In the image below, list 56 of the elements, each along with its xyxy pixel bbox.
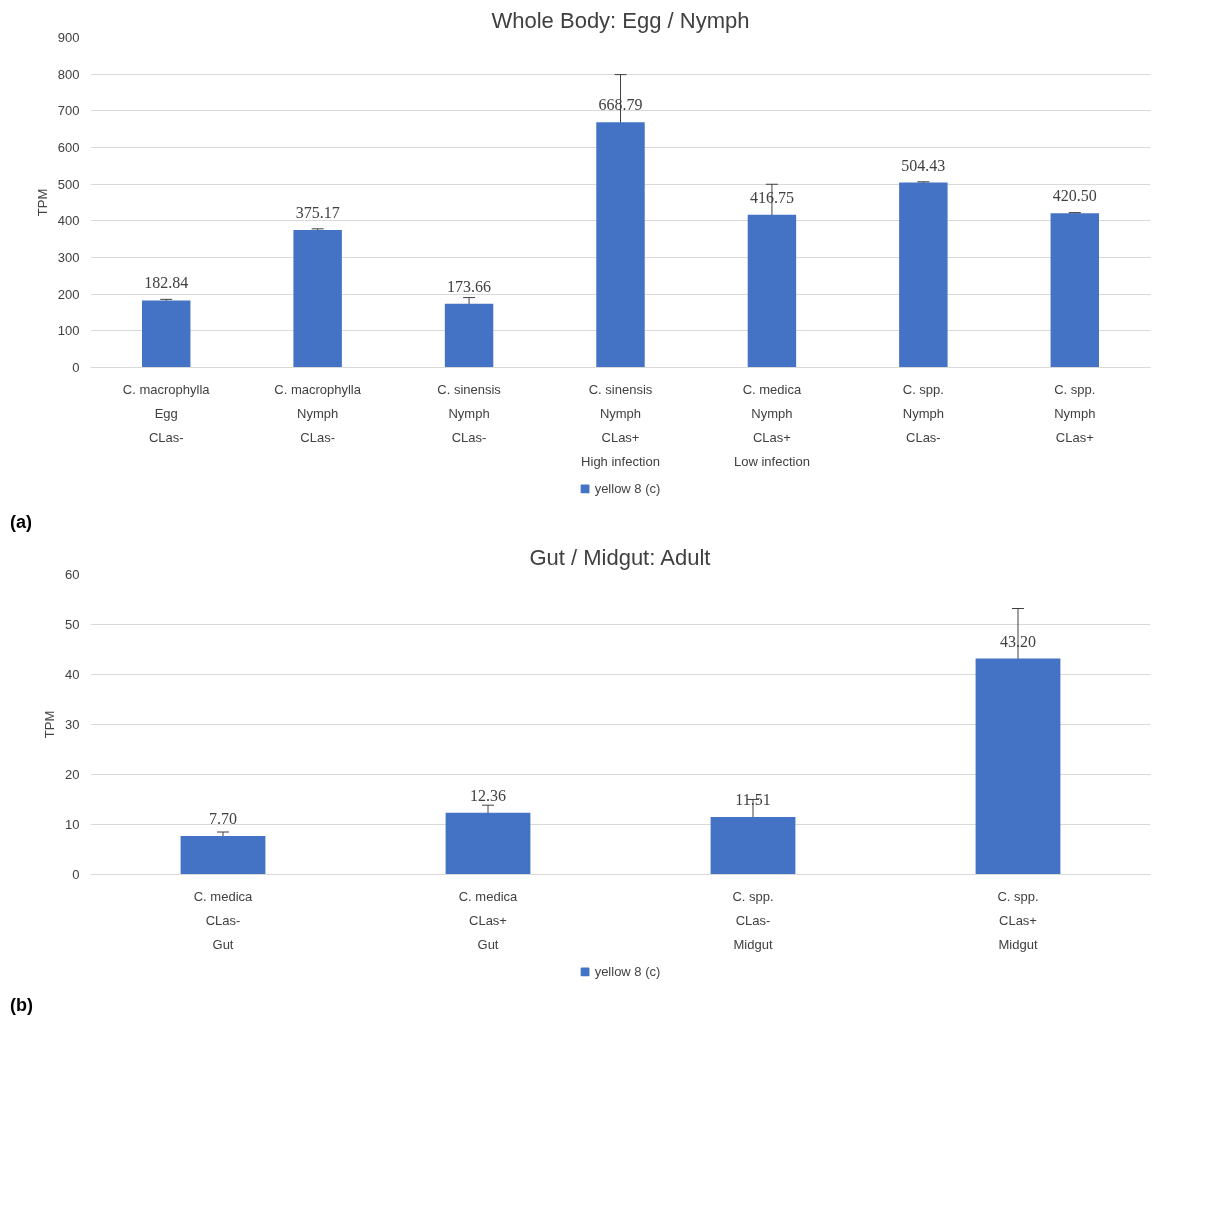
legend-label: yellow 8 (c) <box>594 963 661 979</box>
bar <box>445 812 531 875</box>
data-label: 7.70 <box>209 810 237 827</box>
y-tick-label: 50 <box>65 617 80 632</box>
category-label: C. medica CLas- Gut <box>193 888 253 952</box>
y-axis-title: TPM <box>42 710 58 739</box>
y-tick-label: 700 <box>57 103 80 119</box>
data-label: 504.43 <box>901 156 946 174</box>
category-label: C. medica CLas+ Gut <box>458 888 518 952</box>
data-label: 43.20 <box>1000 632 1036 650</box>
y-tick-label: 900 <box>57 30 80 45</box>
data-label: 182.84 <box>144 274 189 292</box>
bar <box>975 658 1061 875</box>
category-label: C. macrophylla Egg CLas- <box>122 381 210 445</box>
chart-title: Whole Body: Egg / Nymph <box>491 7 750 33</box>
data-label: 11.51 <box>735 790 771 808</box>
category-label: C. sinensis Nymph CLas- <box>437 381 501 445</box>
y-tick-label: 200 <box>57 286 80 302</box>
text: (b) <box>10 994 33 1017</box>
data-label: 173.66 <box>447 277 492 295</box>
bar <box>180 836 266 875</box>
y-tick-label: 0 <box>72 867 80 882</box>
bar <box>1050 213 1100 368</box>
y-tick-label: 30 <box>65 717 80 732</box>
y-tick-label: 600 <box>57 140 80 155</box>
category-label: C. spp. Nymph CLas- <box>902 381 944 445</box>
category-label: C. sinensis Nymph CLas+ High infection <box>581 381 660 469</box>
y-tick-label: 100 <box>57 323 80 339</box>
bar <box>444 303 494 368</box>
data-label: 12.36 <box>470 786 506 804</box>
data-label: 420.50 <box>1052 187 1097 205</box>
y-tick-label: 0 <box>72 360 80 375</box>
y-tick-label: 40 <box>65 667 80 682</box>
bar <box>710 816 796 875</box>
text: (a) <box>10 511 32 534</box>
category-label: C. medica Nymph CLas+ Low infection <box>733 381 810 469</box>
chart-title: Gut / Midgut: Adult <box>529 544 711 570</box>
category-label: C. macrophylla Nymph CLas- <box>274 381 361 445</box>
y-tick-label: 60 <box>65 567 80 582</box>
y-tick-label: 500 <box>57 176 80 192</box>
y-axis-title: TPM <box>34 188 50 217</box>
y-tick-label: 10 <box>65 817 80 832</box>
category-label: C. spp. Nymph CLas+ <box>1054 381 1096 445</box>
data-label: 375.17 <box>295 203 340 221</box>
legend-label: yellow 8 (c) <box>594 480 661 496</box>
category-label: C. spp. CLas- Midgut <box>732 888 774 952</box>
bar <box>747 214 797 368</box>
bar <box>141 300 191 368</box>
y-tick-label: 20 <box>65 767 80 782</box>
y-tick-label: 400 <box>57 213 80 229</box>
bar <box>596 122 645 368</box>
y-tick-label: 300 <box>57 250 80 265</box>
category-label: C. spp. CLas+ Midgut <box>997 888 1039 952</box>
bar <box>293 229 342 368</box>
y-tick-label: 800 <box>57 66 80 82</box>
bar <box>899 182 948 368</box>
